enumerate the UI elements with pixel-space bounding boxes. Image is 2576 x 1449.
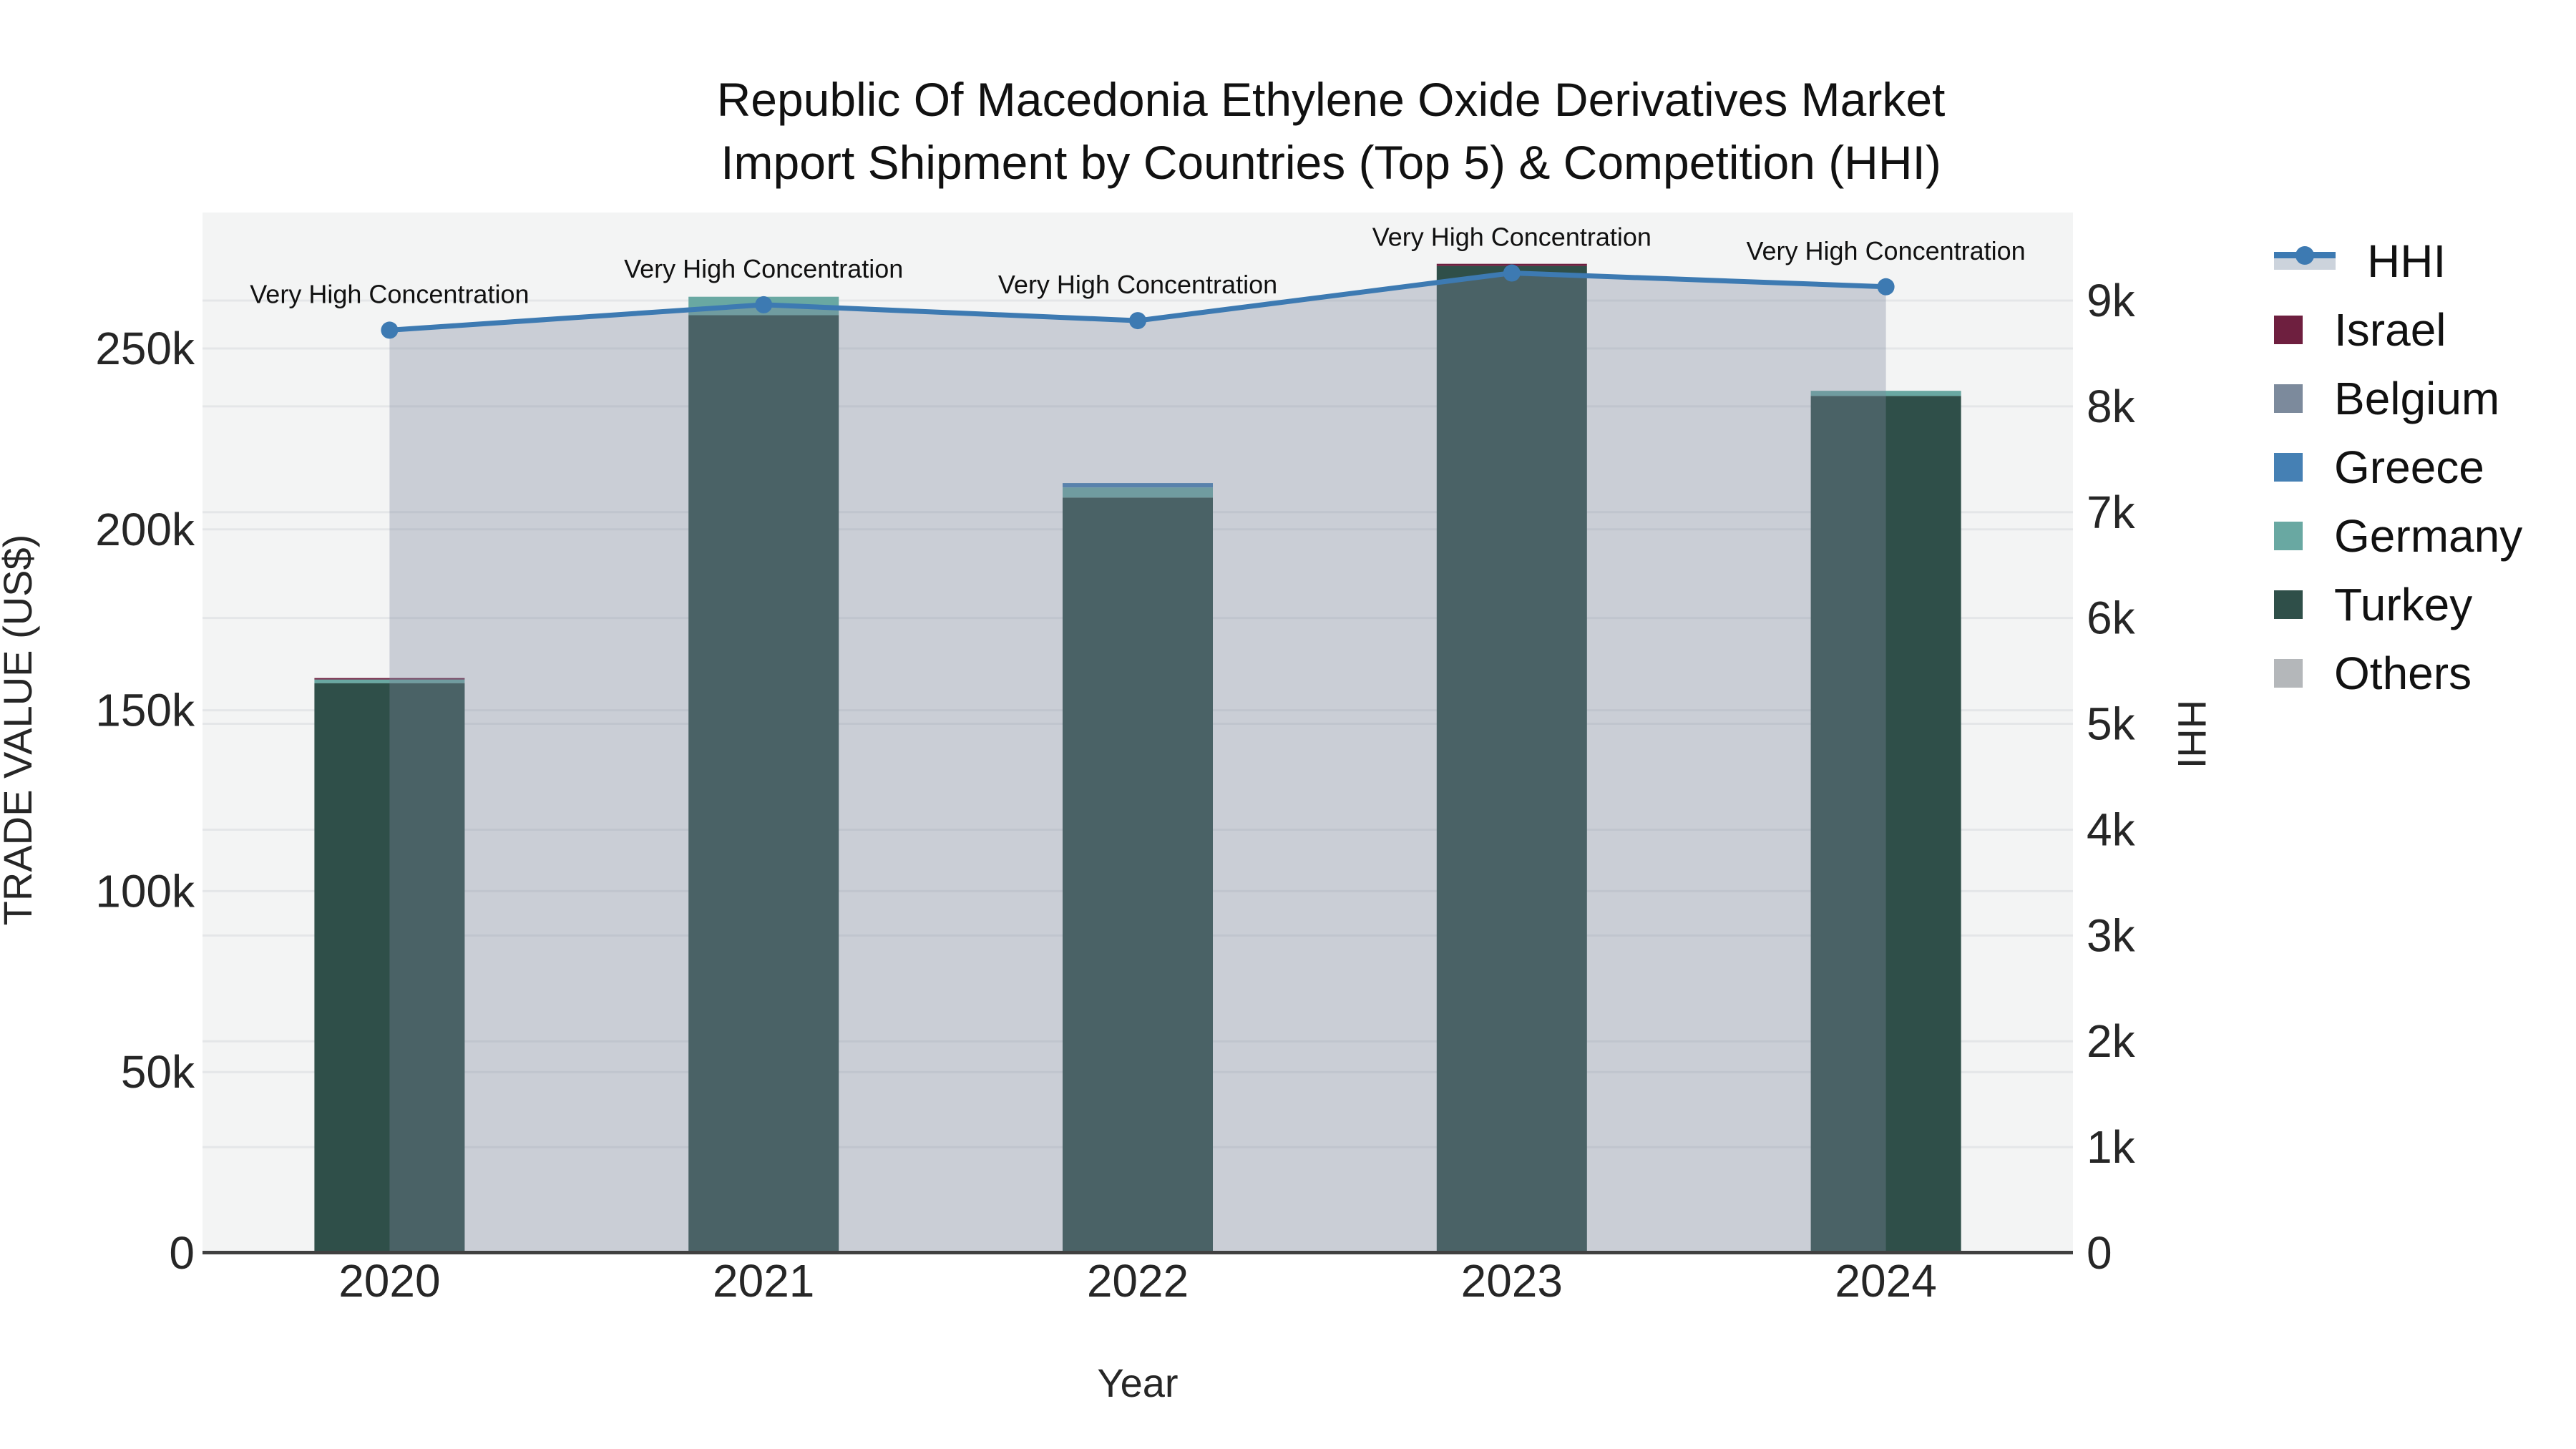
hhi-legend-glyph	[2274, 246, 2336, 275]
legend-label-israel: Israel	[2334, 304, 2446, 356]
y-right-tick-0: 0	[2087, 1227, 2112, 1279]
y-left-tick-50k: 50k	[121, 1046, 195, 1098]
legend-item-hhi[interactable]: HHI	[2274, 227, 2522, 296]
legend-item-germany[interactable]: Germany	[2274, 502, 2522, 570]
x-axis-line	[203, 1251, 2073, 1254]
y-right-tick-5k: 5k	[2087, 698, 2136, 750]
x-tick-2023: 2023	[1461, 1255, 1563, 1307]
y-right-tick-4k: 4k	[2087, 804, 2136, 855]
chart-title-line1: Republic Of Macedonia Ethylene Oxide Der…	[716, 73, 1946, 126]
bar-segment-germany-2020[interactable]	[314, 679, 465, 683]
hhi-area	[389, 273, 1886, 1254]
y-right-tick-6k: 6k	[2087, 592, 2136, 644]
y-right-tick-3k: 3k	[2087, 909, 2136, 961]
y-left-tick-0: 0	[169, 1227, 195, 1279]
chart-title: Republic Of Macedonia Ethylene Oxide Der…	[717, 69, 1946, 195]
legend-label-greece: Greece	[2334, 441, 2484, 493]
y-right-tick-8k: 8k	[2087, 381, 2136, 432]
y-left-axis-title: TRADE VALUE (US$)	[0, 535, 40, 926]
annotation-2023: Very High Concentration	[1372, 223, 1652, 252]
tick-labels: 0 50k 100k 150k 200k 250k 0 1k 2k 3k 4k 5k 6k 7k 8k 9k 2…	[95, 275, 2135, 1307]
legend-label-turkey: Turkey	[2334, 579, 2473, 630]
bar-segment-turkey-2022[interactable]	[1063, 497, 1213, 1254]
bar-segment-greece-2022[interactable]	[1063, 483, 1213, 488]
annotation-2021: Very High Concentration	[624, 254, 903, 283]
x-tick-2020: 2020	[338, 1255, 440, 1307]
legend-label-hhi: HHI	[2367, 235, 2446, 287]
legend: HHI Israel Belgium Greece Germany Turkey…	[2274, 227, 2522, 708]
annotation-2022: Very High Concentration	[998, 270, 1277, 299]
greece-color-swatch	[2274, 453, 2303, 482]
y-right-tick-2k: 2k	[2087, 1015, 2136, 1067]
hhi-marker-2022[interactable]	[1129, 312, 1146, 330]
x-tick-2024: 2024	[1835, 1255, 1936, 1307]
bar-segment-turkey-2023[interactable]	[1436, 265, 1587, 1254]
annotation-2020: Very High Concentration	[250, 279, 529, 308]
y-left-tick-150k: 150k	[95, 685, 195, 736]
israel-color-swatch	[2274, 316, 2303, 344]
turkey-color-swatch	[2274, 590, 2303, 619]
y-left-tick-100k: 100k	[95, 865, 195, 917]
hhi-marker-2023[interactable]	[1503, 264, 1521, 282]
stacked-bars	[314, 263, 1961, 1254]
hhi-marker-2020[interactable]	[381, 321, 399, 339]
legend-item-greece[interactable]: Greece	[2274, 433, 2522, 502]
legend-item-israel[interactable]: Israel	[2274, 296, 2522, 364]
others-color-swatch	[2274, 659, 2303, 688]
legend-label-others: Others	[2334, 648, 2472, 699]
bar-segment-turkey-2020[interactable]	[314, 683, 465, 1253]
y-left-tick-200k: 200k	[95, 504, 195, 555]
x-axis-title: Year	[1097, 1360, 1178, 1405]
y-right-axis-title: HHI	[2170, 700, 2215, 769]
x-tick-2022: 2022	[1087, 1255, 1189, 1307]
x-tick-2021: 2021	[713, 1255, 814, 1307]
bar-segment-israel-2020[interactable]	[314, 678, 465, 680]
bar-segment-turkey-2021[interactable]	[688, 315, 839, 1253]
hhi-marker-swatch	[2296, 246, 2314, 265]
bar-segment-turkey-2024[interactable]	[1810, 396, 1961, 1253]
legend-label-germany: Germany	[2334, 510, 2523, 562]
legend-item-others[interactable]: Others	[2274, 639, 2522, 708]
annotation-2024: Very High Concentration	[1746, 236, 2025, 265]
germany-color-swatch	[2274, 522, 2303, 550]
y-left-tick-250k: 250k	[95, 323, 195, 374]
legend-item-belgium[interactable]: Belgium	[2274, 364, 2522, 433]
hhi-marker-2021[interactable]	[755, 296, 773, 313]
chart-title-line2: Import Shipment by Countries (Top 5) & C…	[721, 135, 1941, 189]
legend-label-belgium: Belgium	[2334, 373, 2500, 424]
legend-item-turkey[interactable]: Turkey	[2274, 570, 2522, 639]
y-right-tick-7k: 7k	[2087, 487, 2136, 538]
bar-segment-germany-2022[interactable]	[1063, 487, 1213, 498]
bar-segment-germany-2024[interactable]	[1810, 391, 1961, 396]
belgium-color-swatch	[2274, 384, 2303, 413]
y-right-tick-1k: 1k	[2087, 1121, 2136, 1173]
hhi-marker-2024[interactable]	[1877, 278, 1895, 296]
y-right-tick-9k: 9k	[2087, 275, 2136, 326]
